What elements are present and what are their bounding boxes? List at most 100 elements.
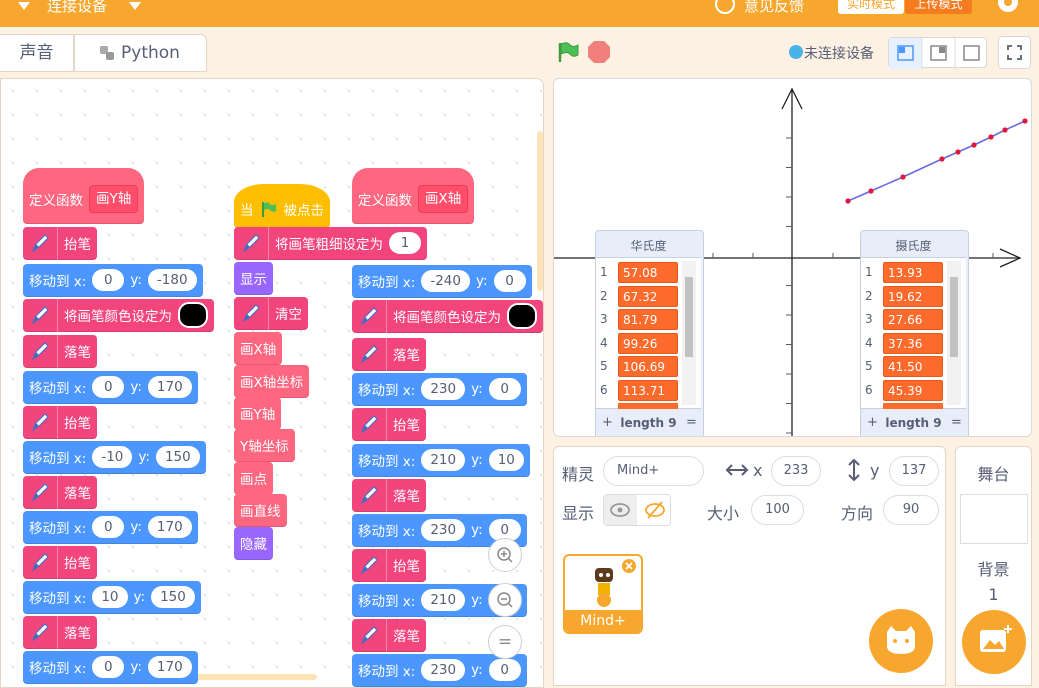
block-input[interactable]: -180: [147, 269, 197, 291]
code-block[interactable]: 落笔: [23, 334, 97, 368]
code-block[interactable]: 将画笔颜色设定为: [23, 298, 214, 332]
code-block[interactable]: 落笔: [23, 475, 97, 509]
block-input[interactable]: 230: [421, 519, 466, 541]
y-input[interactable]: 137: [889, 456, 939, 486]
scrollbar[interactable]: [537, 131, 543, 291]
code-block[interactable]: 移动到 x: 0 y: -180: [23, 263, 203, 297]
block-input[interactable]: 0: [488, 378, 521, 400]
list-scroll-thumb[interactable]: [950, 277, 958, 357]
x-input[interactable]: 233: [771, 456, 821, 486]
list-item[interactable]: 37.36: [883, 332, 943, 354]
direction-input[interactable]: 90: [883, 495, 939, 525]
list-item[interactable]: 19.62: [883, 285, 943, 307]
block-input[interactable]: 150: [151, 586, 195, 608]
zoom-reset[interactable]: =: [488, 625, 522, 659]
block-input[interactable]: 1: [389, 232, 421, 254]
delete-sprite[interactable]: [621, 558, 637, 574]
code-block[interactable]: 移动到 x: -10 y: 150: [23, 440, 206, 474]
green-flag[interactable]: [556, 40, 580, 64]
dropdown-arrow[interactable]: [128, 0, 144, 12]
block-input[interactable]: 10: [488, 449, 524, 471]
list-monitor[interactable]: 摄氏度 1 13.93 2 19.62 3 27.66 4 37.36 5 41.50 6 45.39 +…: [860, 230, 969, 436]
visibility-icons[interactable]: [604, 495, 672, 527]
code-block[interactable]: 画X轴: [234, 331, 283, 365]
code-block[interactable]: Y轴坐标: [234, 428, 295, 462]
code-block[interactable]: 抬笔: [352, 407, 426, 441]
code-area[interactable]: 定义函数 画Y轴 抬笔 移动到 x: 0 y: -180 将画笔颜色设定为 落笔 移动到 x: 0 y…: [0, 78, 544, 688]
code-block[interactable]: 清空: [234, 296, 308, 330]
stage-thumbnail[interactable]: [960, 494, 1028, 544]
block-input[interactable]: 0: [92, 269, 125, 291]
color-swatch[interactable]: [507, 303, 537, 329]
sound-tab[interactable]: 声音: [0, 34, 74, 72]
code-block[interactable]: 抬笔: [352, 548, 426, 582]
block-input[interactable]: 0: [92, 656, 125, 678]
block-input[interactable]: 0: [488, 519, 521, 541]
scrollbar[interactable]: [149, 674, 317, 680]
color-swatch[interactable]: [178, 302, 208, 328]
list-item[interactable]: 13.93: [883, 262, 943, 283]
code-block[interactable]: 移动到 x: 230 y: 0: [352, 372, 527, 406]
code-block[interactable]: 落笔: [23, 615, 97, 649]
code-block[interactable]: 移动到 x: 0 y: 170: [23, 510, 198, 544]
code-block[interactable]: 抬笔: [23, 545, 97, 579]
code-block[interactable]: 定义函数 画Y轴: [23, 168, 145, 224]
stage[interactable]: 华氏度 1 57.08 2 67.32 3 81.79 4 99.26 5 106.69 6 113.7…: [553, 78, 1032, 437]
block-input[interactable]: 0: [92, 376, 125, 398]
add-backdrop[interactable]: [961, 609, 1027, 675]
code-block[interactable]: 当 被点击: [234, 184, 330, 228]
code-block[interactable]: 落笔: [352, 337, 426, 371]
code-block[interactable]: 落笔: [352, 478, 426, 512]
sprite-name[interactable]: Mind+: [603, 456, 704, 486]
code-block[interactable]: 抬笔: [23, 405, 97, 439]
block-input[interactable]: 230: [421, 659, 466, 681]
block-input[interactable]: -10: [92, 446, 133, 468]
block-input[interactable]: -240: [421, 270, 470, 292]
block-input[interactable]: 150: [155, 446, 200, 468]
list-item[interactable]: 81.79: [618, 309, 678, 330]
list-item[interactable]: 106.69: [618, 356, 678, 377]
code-block[interactable]: 画Y轴: [234, 396, 282, 430]
size-input[interactable]: 100: [751, 495, 804, 525]
feedback-icon[interactable]: [713, 0, 737, 18]
block-input[interactable]: 170: [147, 376, 192, 398]
list-item[interactable]: 41.50: [883, 356, 943, 377]
block-input[interactable]: 230: [421, 378, 466, 400]
code-block[interactable]: 将画笔颜色设定为: [352, 299, 543, 333]
realtime-mode[interactable]: 实时模式: [838, 0, 904, 14]
code-block[interactable]: 定义函数 画X轴: [352, 168, 475, 224]
code-block[interactable]: 移动到 x: 0 y: 170: [23, 370, 198, 404]
block-input[interactable]: 0: [493, 270, 526, 292]
code-block[interactable]: 显示: [234, 261, 273, 295]
zoom-in[interactable]: [488, 538, 522, 572]
upload-mode[interactable]: 上传模式: [905, 0, 972, 14]
list-item[interactable]: 67.32: [618, 285, 678, 307]
list-scroll-thumb[interactable]: [685, 277, 693, 357]
block-input[interactable]: 10: [92, 586, 128, 608]
code-block[interactable]: 画直线: [234, 493, 287, 527]
code-block[interactable]: 画点: [234, 461, 273, 495]
list-add[interactable]: +: [867, 415, 878, 430]
list-resize[interactable]: =: [951, 415, 962, 430]
add-sprite[interactable]: [868, 608, 934, 674]
code-block[interactable]: 移动到 x: 230 y: 0: [352, 513, 527, 547]
block-input[interactable]: 0: [92, 516, 125, 538]
code-block[interactable]: 将画笔粗细设定为 1: [234, 226, 427, 260]
settings-icon[interactable]: [994, 0, 1022, 18]
list-item[interactable]: 45.39: [883, 379, 943, 401]
connect-menu[interactable]: 连接设备: [47, 0, 108, 15]
list-add[interactable]: +: [602, 415, 613, 430]
code-block[interactable]: 移动到 x: 0 y: 170: [23, 650, 198, 684]
fullscreen-button[interactable]: [998, 36, 1031, 69]
code-block[interactable]: 抬笔: [23, 226, 97, 260]
block-input[interactable]: 210: [421, 589, 466, 611]
block-input[interactable]: 210: [421, 449, 466, 471]
block-input[interactable]: 0: [488, 659, 521, 681]
stop-button[interactable]: [587, 40, 611, 64]
code-block[interactable]: 隐藏: [234, 526, 273, 560]
python-tab[interactable]: Python: [74, 34, 207, 72]
list-monitor[interactable]: 华氏度 1 57.08 2 67.32 3 81.79 4 99.26 5 106.69 6 113.7…: [595, 230, 704, 436]
dropdown-arrow[interactable]: [17, 0, 33, 12]
code-block[interactable]: 移动到 x: -240 y: 0: [352, 264, 532, 298]
layout-icons[interactable]: [889, 38, 988, 69]
